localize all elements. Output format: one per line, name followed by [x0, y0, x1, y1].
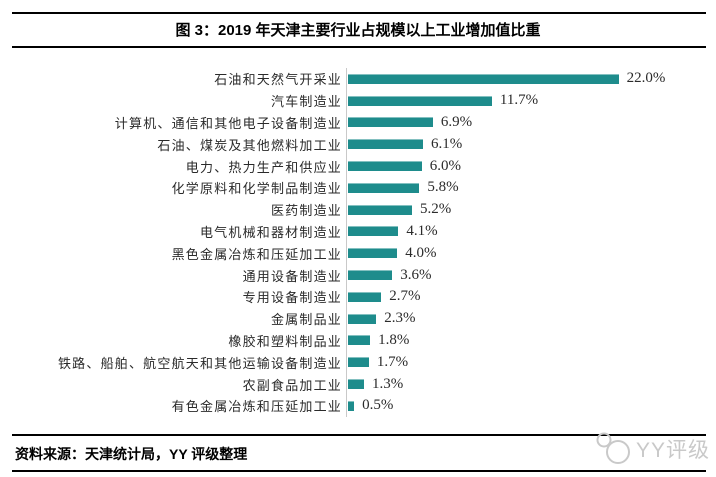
bar — [348, 226, 399, 237]
value-label: 6.9% — [440, 113, 473, 130]
value-label: 3.6% — [400, 266, 432, 283]
bar-track: 2.7% — [346, 285, 716, 308]
bar-track: 2.3% — [346, 307, 716, 330]
watermark: YY评级 — [592, 430, 710, 468]
value-label: 6.1% — [431, 135, 463, 152]
category-label: 电气机械和器材制造业 — [199, 224, 342, 240]
chart-row: 计算机、通信和其他电子设备制造业 6.9% — [0, 111, 716, 134]
value-label: 2.7% — [389, 288, 421, 305]
category-label: 通用设备制造业 — [242, 268, 342, 284]
source-note: 资料来源：天津统计局，YY 评级整理 — [15, 446, 248, 462]
value-label: 5.8% — [427, 179, 459, 196]
chart-row: 黑色金属冶炼和压延加工业 4.0% — [0, 242, 716, 265]
bar — [348, 270, 393, 281]
category-label: 金属制品业 — [270, 312, 342, 328]
bar-track: 1.3% — [346, 373, 716, 395]
header-bottom-rule — [12, 46, 706, 48]
bar — [348, 379, 364, 390]
bar-track: 11.7% — [346, 89, 716, 112]
chart-row: 橡胶和塑料制品业 1.8% — [0, 329, 716, 352]
value-label: 1.7% — [376, 353, 409, 370]
chart-row: 汽车制造业 11.7% — [0, 89, 716, 112]
category-label: 有色金属冶炼和压延加工业 — [171, 399, 342, 415]
bar — [348, 400, 355, 411]
bar — [348, 248, 398, 259]
yy-logo-icon — [596, 432, 630, 464]
bar-track: 5.2% — [346, 198, 716, 221]
value-label: 1.3% — [371, 375, 404, 392]
category-label: 电力、热力生产和供应业 — [185, 159, 342, 175]
bar-track: 1.7% — [346, 351, 716, 374]
footer-bottom-rule — [12, 470, 706, 472]
category-label: 医药制造业 — [270, 203, 342, 219]
chart-row: 化学原料和化学制品制造业 5.8% — [0, 176, 716, 199]
figure-title: 图 3：2019 年天津主要行业占规模以上工业增加值比重 — [175, 22, 541, 39]
chart-row: 石油和天然气开采业 22.0% — [0, 68, 716, 90]
bar-track: 6.0% — [346, 155, 716, 177]
chart-row: 通用设备制造业 3.6% — [0, 264, 716, 286]
footer-top-rule — [12, 434, 706, 436]
bar-track: 0.5% — [346, 394, 716, 417]
bar — [348, 291, 382, 302]
bar-track: 6.9% — [346, 111, 716, 134]
bar-track: 4.1% — [346, 220, 716, 243]
value-label: 1.8% — [378, 331, 410, 348]
category-label: 橡胶和塑料制品业 — [228, 333, 342, 349]
bar — [348, 182, 420, 193]
bar — [348, 139, 424, 150]
chart-row: 农副食品加工业 1.3% — [0, 373, 716, 395]
category-label: 石油和天然气开采业 — [214, 72, 342, 88]
chart-row: 金属制品业 2.3% — [0, 307, 716, 330]
horizontal-bar-chart: 石油和天然气开采业 22.0% 汽车制造业 11.7% 计算机、通信和其他电子设备制造业… — [0, 68, 716, 417]
category-label: 专用设备制造业 — [242, 290, 342, 306]
header-top-rule — [12, 12, 706, 14]
chart-row: 专用设备制造业 2.7% — [0, 285, 716, 308]
bar — [348, 357, 369, 368]
watermark-text: YY评级 — [635, 439, 710, 462]
category-label: 化学原料和化学制品制造业 — [171, 181, 342, 197]
bar-track: 22.0% — [346, 68, 716, 90]
category-label: 汽车制造业 — [270, 94, 342, 110]
value-label: 0.5% — [362, 397, 394, 414]
bar — [348, 73, 619, 84]
chart-row: 有色金属冶炼和压延加工业 0.5% — [0, 394, 716, 417]
bar-track: 5.8% — [346, 176, 716, 199]
chart-row: 医药制造业 5.2% — [0, 198, 716, 221]
chart-row: 铁路、船舶、航空航天和其他运输设备制造业 1.7% — [0, 351, 716, 374]
bar — [348, 313, 377, 324]
category-label: 农副食品加工业 — [242, 377, 342, 393]
chart-row: 石油、煤炭及其他燃料加工业 6.1% — [0, 133, 716, 156]
bar — [348, 161, 422, 172]
category-label: 计算机、通信和其他电子设备制造业 — [114, 115, 342, 131]
value-label: 4.1% — [406, 222, 438, 239]
bar-track: 3.6% — [346, 264, 716, 286]
value-label: 6.0% — [429, 157, 462, 174]
bar — [348, 204, 412, 215]
value-label: 22.0% — [626, 70, 666, 87]
bar-track: 6.1% — [346, 133, 716, 156]
bar — [348, 335, 371, 346]
category-label: 黑色金属冶炼和压延加工业 — [171, 246, 342, 262]
value-label: 11.7% — [499, 92, 539, 109]
value-label: 2.3% — [384, 310, 416, 327]
bar-track: 4.0% — [346, 242, 716, 265]
chart-row: 电力、热力生产和供应业 6.0% — [0, 155, 716, 177]
value-label: 5.2% — [419, 201, 452, 218]
category-label: 铁路、船舶、航空航天和其他运输设备制造业 — [57, 355, 342, 371]
value-label: 4.0% — [405, 244, 437, 261]
bar-track: 1.8% — [346, 329, 716, 352]
category-label: 石油、煤炭及其他燃料加工业 — [157, 137, 342, 153]
chart-row: 电气机械和器材制造业 4.1% — [0, 220, 716, 243]
bar — [348, 117, 433, 128]
bar — [348, 95, 492, 106]
